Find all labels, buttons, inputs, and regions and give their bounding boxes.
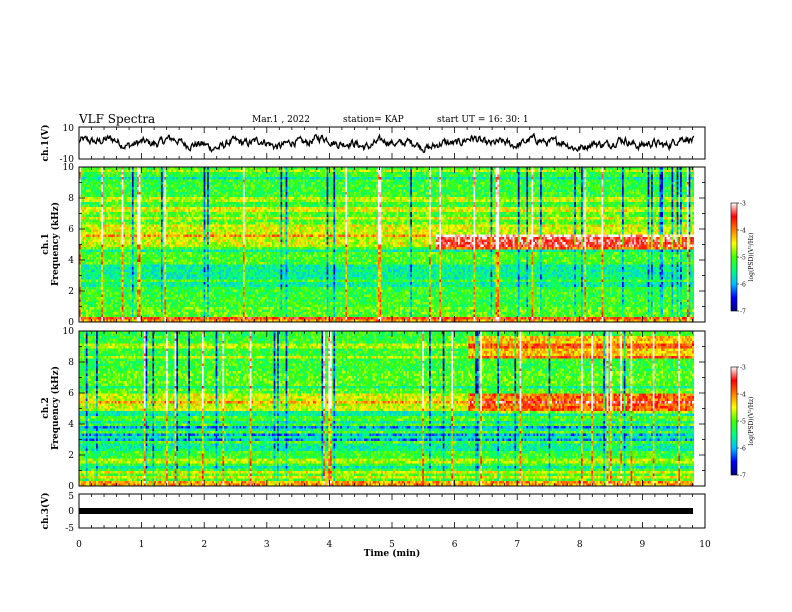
x-tick-label: 6: [452, 540, 458, 550]
ch2-spec-ytick-label: 6: [68, 389, 74, 399]
ch1-ylabel: ch.1(V): [40, 125, 51, 162]
ch2-spec-ytick-label: 8: [68, 358, 74, 368]
x-tick-label: 9: [640, 540, 646, 550]
colorbar-tick-label: -4: [740, 392, 746, 399]
figure-title: VLF Spectra: [78, 112, 155, 126]
header-date: Mar.1 , 2022: [252, 115, 310, 125]
colorbar-scale: [730, 202, 738, 312]
colorbar-tick-label: -6: [740, 282, 746, 289]
x-tick-label: 8: [577, 540, 583, 550]
colorbar-tick-label: -6: [740, 446, 746, 453]
ch1-spec-ytick-label: 0: [68, 318, 74, 328]
colorbar-scale: [730, 366, 738, 476]
ch2-spec-ytick-label: 2: [68, 451, 74, 461]
ch2-spectrogram-panel: 0 2 4 6 8 10 ch.2 Frequency (kHz): [41, 327, 706, 492]
header-start-time: start UT = 16: 30: 1: [437, 115, 529, 125]
x-tick-label: 1: [139, 540, 145, 550]
ch1-spec-ytick-label: 6: [68, 225, 74, 235]
ch1-spec-ytick-label: 4: [68, 256, 74, 266]
ch1-spectrogram-panel: 0 2 4 6 8 10 ch.1 Frequency (kHz): [41, 163, 706, 328]
x-tick-label: 2: [201, 540, 207, 550]
ch1-spec-ylabel-frequency: Frequency (kHz): [50, 202, 61, 286]
colorbar-tick-label: -3: [740, 365, 746, 372]
ch3-ytick-0: 0: [68, 507, 74, 517]
colorbar-tick-label: -5: [740, 419, 746, 426]
colorbar-tick-label: -4: [740, 228, 746, 235]
colorbar-tick-label: -3: [740, 201, 746, 208]
colorbar-tick-label: -7: [740, 309, 746, 316]
x-axis-label: Time (min): [364, 548, 421, 559]
ch3-ylabel: ch.3(V): [40, 493, 51, 530]
ch3-flat-signal-band: [79, 508, 693, 514]
ch1-colorbar: -3 -4 -5 -6 -7 log(PSD)(V²/Hz): [730, 201, 755, 316]
ch1-spec-ytick-label: 10: [63, 163, 75, 173]
ch2-spec-ytick-label: 4: [68, 420, 74, 430]
colorbar-label: log(PSD)(V²/Hz): [748, 397, 755, 446]
x-tick-label: 0: [76, 540, 82, 550]
x-tick-label: 10: [699, 540, 711, 550]
ch3-ytick-5: 5: [68, 492, 74, 502]
colorbar-label: log(PSD)(V²/Hz): [748, 233, 755, 282]
ch1-spec-ylabel-channel: ch.1: [41, 233, 51, 254]
ch2-spec-ytick-label: 10: [63, 327, 75, 337]
ch1-spec-ytick-label: 2: [68, 287, 74, 297]
ch1-ytick-top: 10: [63, 124, 75, 134]
ch1-waveform-line: [79, 132, 695, 154]
x-tick-label: 4: [327, 540, 333, 550]
colorbar-tick-label: -7: [740, 473, 746, 480]
ch2-spec-ylabel-channel: ch.2: [41, 397, 51, 418]
ch1-ytick-bottom: -10: [60, 155, 75, 165]
x-tick-label: 7: [514, 540, 520, 550]
colorbar-tick-label: -5: [740, 255, 746, 262]
ch3-waveform-panel: 5 0 -5 ch.3(V) 0 1 2 3 4 5 6 7 8 9 10 Time (min): [40, 492, 711, 559]
ch1-waveform-panel: 10 -10 ch.1(V): [40, 124, 706, 165]
ch1-spec-ytick-label: 8: [68, 194, 74, 204]
ch2-spec-ylabel-frequency: Frequency (kHz): [50, 366, 61, 450]
header-station: station= KAP: [343, 115, 404, 125]
ch2-spec-ytick-label: 0: [68, 482, 74, 492]
x-tick-label: 5: [389, 540, 395, 550]
ch3-ytick-minus5: -5: [65, 524, 74, 534]
x-tick-label: 3: [264, 540, 270, 550]
ch2-colorbar: -3 -4 -5 -6 -7 log(PSD)(V²/Hz): [730, 365, 755, 480]
